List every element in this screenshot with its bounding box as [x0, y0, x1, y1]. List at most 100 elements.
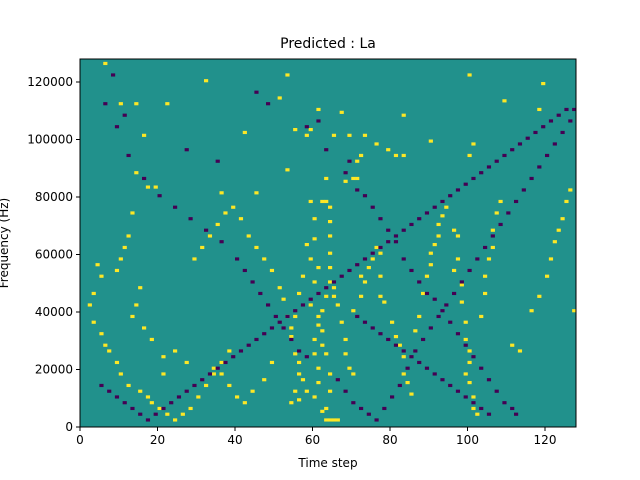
- heatmap-cell-high: [196, 395, 201, 399]
- heatmap-cell-high: [219, 360, 224, 365]
- heatmap-cell-low: [359, 406, 364, 411]
- heatmap-cell-low: [409, 268, 414, 273]
- heatmap-cell-low: [297, 349, 302, 353]
- heatmap-cell-high: [339, 110, 344, 114]
- heatmap-cell-high: [324, 199, 329, 204]
- heatmap-cell-high: [277, 96, 282, 100]
- heatmap-cell-low: [506, 211, 511, 215]
- heatmap-cell-high: [378, 294, 383, 298]
- heatmap-cell-low: [122, 401, 127, 405]
- heatmap-cell-low: [393, 240, 399, 244]
- heatmap-cell-high: [328, 389, 333, 393]
- heatmap-cell-low: [486, 378, 492, 382]
- heatmap-cell-low: [494, 159, 499, 163]
- heatmap-cell-low: [254, 337, 259, 342]
- x-tick-label: 40: [227, 433, 242, 447]
- heatmap-cell-high: [91, 320, 96, 324]
- heatmap-cell-high: [297, 360, 302, 365]
- heatmap-cell-high: [145, 185, 151, 189]
- heatmap-cell-low: [424, 366, 430, 370]
- y-tick-label: 80000: [35, 190, 73, 204]
- heatmap-cell-high: [374, 142, 379, 146]
- heatmap-cell-high: [320, 409, 325, 413]
- heatmap-cell-high: [254, 245, 259, 250]
- heatmap-cell-high: [138, 286, 143, 290]
- heatmap-cell-high: [304, 133, 309, 137]
- heatmap-cell-high: [463, 337, 468, 342]
- heatmap-cell-low: [242, 268, 247, 273]
- heatmap-cell-high: [118, 372, 123, 376]
- heatmap-cell-low: [355, 314, 360, 319]
- heatmap-cell-high: [455, 234, 461, 238]
- heatmap-cell-high: [269, 268, 275, 273]
- heatmap-cell-low: [324, 286, 329, 290]
- heatmap-cell-high: [308, 257, 313, 261]
- heatmap-cell-high: [235, 395, 240, 399]
- heatmap-cell-high: [118, 102, 123, 106]
- y-tick-label: 20000: [35, 363, 73, 377]
- heatmap-cell-high: [142, 133, 147, 137]
- heatmap-cell-high: [207, 234, 213, 238]
- heatmap-cell-high: [285, 168, 290, 172]
- heatmap-cell-low: [246, 343, 251, 347]
- heatmap-cell-low: [455, 332, 461, 336]
- heatmap-cell-low: [432, 297, 437, 301]
- plot-frame: [79, 58, 577, 428]
- heatmap-cell-low: [560, 130, 565, 135]
- heatmap-cell-high: [145, 395, 151, 399]
- heatmap-cell-low: [409, 222, 414, 227]
- heatmap-cell-high: [308, 199, 313, 204]
- chart-title: Predicted : La: [280, 36, 376, 52]
- heatmap-cell-high: [467, 360, 472, 365]
- heatmap-cell-low: [145, 418, 151, 422]
- heatmap-cell-high: [432, 243, 437, 247]
- heatmap-cell-high: [316, 323, 321, 327]
- heatmap-cell-low: [409, 355, 414, 359]
- heatmap-cell-low: [188, 217, 193, 221]
- heatmap-cell-high: [312, 237, 317, 241]
- heatmap-cell-high: [312, 217, 317, 221]
- heatmap-cell-high: [459, 283, 464, 287]
- heatmap-cell-high: [347, 133, 352, 137]
- heatmap-cell-high: [149, 401, 154, 405]
- heatmap-cell-low: [502, 401, 507, 405]
- heatmap-cell-low: [378, 245, 383, 250]
- heatmap-cell-high: [471, 142, 476, 146]
- heatmap-cell-high: [165, 412, 170, 416]
- heatmap-cell-low: [111, 73, 116, 77]
- heatmap-cell-high: [490, 245, 495, 250]
- heatmap-cell-high: [297, 291, 302, 296]
- heatmap-cell-low: [304, 125, 309, 129]
- heatmap-cell-high: [320, 199, 325, 204]
- heatmap-cell-low: [463, 395, 468, 399]
- heatmap-cell-low: [215, 159, 220, 163]
- heatmap-cell-high: [204, 79, 209, 83]
- heatmap-cell-high: [351, 176, 356, 181]
- heatmap-cell-high: [114, 268, 120, 273]
- x-tick-label: 120: [534, 433, 557, 447]
- heatmap-cell-high: [215, 222, 220, 227]
- heatmap-cell-high: [436, 222, 441, 227]
- heatmap-cell-low: [184, 389, 189, 393]
- heatmap-cell-low: [455, 389, 461, 393]
- heatmap-cell-low: [250, 280, 255, 284]
- heatmap-cell-low: [370, 205, 375, 209]
- heatmap-cell-low: [273, 314, 278, 319]
- heatmap-cell-low: [285, 314, 290, 319]
- heatmap-cell-low: [107, 389, 112, 393]
- y-tick-label: 120000: [27, 75, 73, 89]
- heatmap-cell-low: [510, 406, 515, 411]
- heatmap-cell-high: [362, 280, 368, 284]
- heatmap-cell-low: [475, 257, 480, 261]
- heatmap-cell-low: [517, 142, 523, 146]
- heatmap-cell-high: [556, 228, 561, 232]
- heatmap-cell-low: [130, 406, 135, 411]
- heatmap-cell-high: [95, 263, 100, 267]
- heatmap-cell-high: [386, 148, 391, 152]
- heatmap-cell-low: [347, 159, 352, 163]
- heatmap-cell-high: [498, 199, 503, 204]
- heatmap-cell-high: [331, 418, 337, 422]
- heatmap-cell-high: [405, 381, 410, 385]
- heatmap-cell-low: [351, 401, 356, 405]
- heatmap-cell-high: [355, 176, 360, 181]
